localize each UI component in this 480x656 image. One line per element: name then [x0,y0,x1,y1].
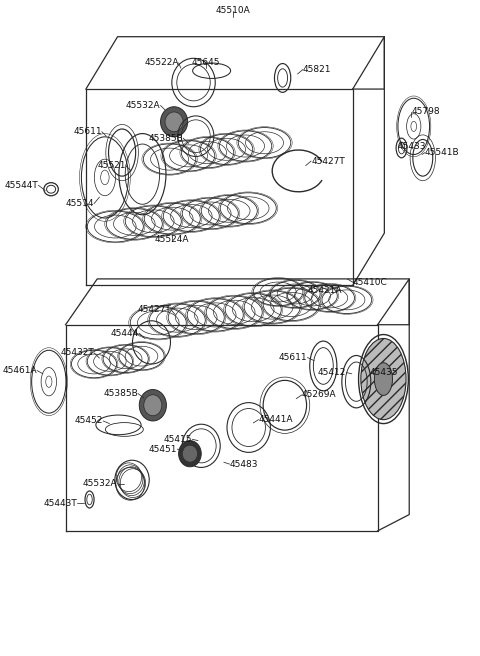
Text: 45798: 45798 [411,108,440,117]
Text: 45514: 45514 [66,199,94,208]
Text: 45385B: 45385B [148,134,183,142]
Ellipse shape [361,338,406,420]
Ellipse shape [179,441,201,467]
Text: 45544T: 45544T [5,181,38,190]
Text: 45441A: 45441A [259,415,293,424]
Ellipse shape [144,395,162,416]
Text: 45433: 45433 [398,142,426,150]
Text: 45451: 45451 [149,445,177,453]
Text: 45432T: 45432T [60,348,94,358]
Text: 45524A: 45524A [155,235,189,244]
Text: 45483: 45483 [230,460,258,468]
Text: 45427T: 45427T [137,305,171,314]
Text: 45521: 45521 [97,161,126,170]
Text: 45412: 45412 [318,368,347,377]
Text: 45510A: 45510A [216,6,250,15]
Text: 45427T: 45427T [311,157,345,165]
Text: 45522A: 45522A [144,58,179,68]
Ellipse shape [139,390,167,421]
Ellipse shape [182,445,198,462]
Text: 45611: 45611 [279,353,308,362]
Text: 45443T: 45443T [43,499,77,508]
Text: 45410C: 45410C [353,277,387,287]
Text: 45444: 45444 [111,329,139,338]
Text: 45435: 45435 [370,368,398,377]
Ellipse shape [160,107,188,137]
Text: 45541B: 45541B [425,148,460,157]
Text: 45461A: 45461A [2,366,37,375]
Text: 45269A: 45269A [302,390,336,400]
Text: 45421A: 45421A [308,285,342,295]
Text: 45821: 45821 [303,65,332,74]
Ellipse shape [165,112,183,132]
Ellipse shape [374,363,393,396]
Text: 45415: 45415 [164,435,192,443]
Text: 45532A: 45532A [83,480,118,488]
Text: 45385B: 45385B [103,389,138,398]
Text: 45452: 45452 [75,417,103,426]
Text: 45611: 45611 [73,127,102,136]
Text: 45645: 45645 [192,58,220,68]
Text: 45532A: 45532A [126,101,160,110]
